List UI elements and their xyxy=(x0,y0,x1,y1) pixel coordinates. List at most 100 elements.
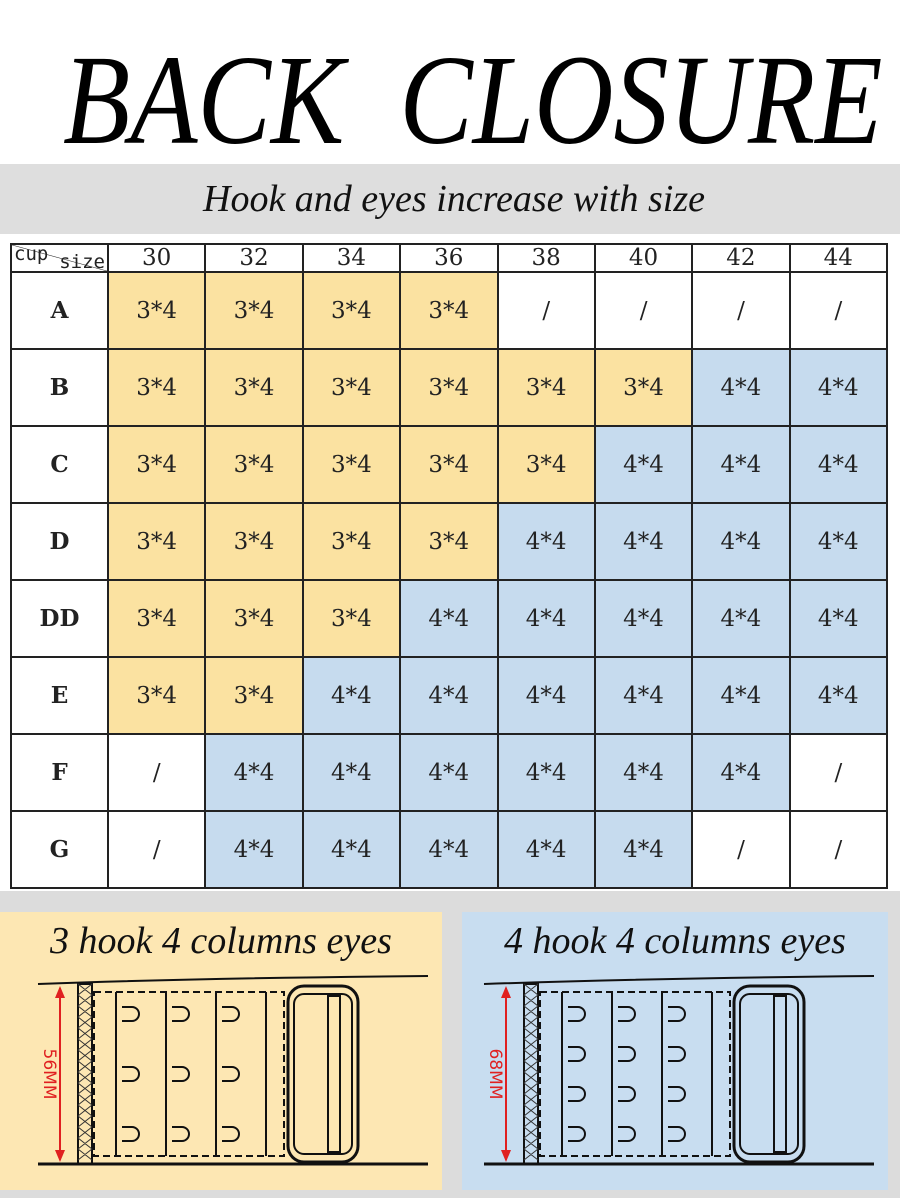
measurement-label: 56MM xyxy=(39,1049,59,1100)
table-cell: 4*4 xyxy=(496,733,596,812)
corner-cell: size cup xyxy=(10,243,109,273)
table-cell: 3*4 xyxy=(399,502,499,581)
table-cell: 4*4 xyxy=(593,733,694,812)
table-cell: 4*4 xyxy=(593,579,694,658)
table-cell: 3*4 xyxy=(593,348,694,427)
table-row: B 3*4 3*4 3*4 3*4 3*4 3*4 4*4 4*4 xyxy=(10,348,889,427)
table-cell: 4*4 xyxy=(788,579,889,658)
table-cell: 3*4 xyxy=(204,348,304,427)
table-cell: 3*4 xyxy=(301,425,402,504)
hook-eye-diagram: 68MM xyxy=(483,975,875,1166)
table-cell: 4*4 xyxy=(593,656,694,735)
table-cell: 4*4 xyxy=(399,810,499,889)
table-cell: 3*4 xyxy=(301,271,402,350)
page-title: BACK CLOSURE xyxy=(63,29,883,171)
table-cell: 3*4 xyxy=(399,348,499,427)
size-header: 42 xyxy=(691,243,791,273)
table-cell: 4*4 xyxy=(691,733,791,812)
panel-title: 4 hook 4 columns eyes xyxy=(504,920,846,962)
table-row: C 3*4 3*4 3*4 3*4 3*4 4*4 4*4 4*4 xyxy=(10,425,889,504)
table-cell: 4*4 xyxy=(496,810,596,889)
size-header: 40 xyxy=(593,243,694,273)
table-cell: 4*4 xyxy=(788,348,889,427)
table-cell: 4*4 xyxy=(301,733,402,812)
cup-header: A xyxy=(10,271,109,350)
table-cell: / xyxy=(496,271,596,350)
table-cell: 4*4 xyxy=(399,656,499,735)
size-header: 44 xyxy=(788,243,889,273)
size-chart-table: size cup 30 32 34 36 38 40 42 44 A 3*4 3*4 3*4 3*4/… xyxy=(10,243,889,889)
table-cell: 4*4 xyxy=(593,425,694,504)
size-header: 36 xyxy=(399,243,499,273)
table-cell: 3*4 xyxy=(301,579,402,658)
table-cell: 3*4 xyxy=(496,425,596,504)
table-cell: 4*4 xyxy=(496,502,596,581)
table-cell: / xyxy=(593,271,694,350)
size-header: 38 xyxy=(496,243,596,273)
table-row: D 3*4 3*4 3*4 3*4 4*4 4*4 4*4 4*4 xyxy=(10,502,889,581)
table-cell: 3*4 xyxy=(301,348,402,427)
table-cell: 3*4 xyxy=(106,271,207,350)
cup-label: cup xyxy=(14,243,49,265)
table-cell: / xyxy=(691,271,791,350)
table-cell: 3*4 xyxy=(399,271,499,350)
cup-header: C xyxy=(10,425,109,504)
table-row: E 3*4 3*4 4*4 4*4 4*4 4*4 4*4 4*4 xyxy=(10,656,889,735)
panel-title: 3 hook 4 columns eyes xyxy=(50,920,392,962)
size-header: 34 xyxy=(301,243,402,273)
table-cell: 4*4 xyxy=(788,656,889,735)
table-cell: 3*4 xyxy=(106,502,207,581)
table-cell: 3*4 xyxy=(204,271,304,350)
table-row: F/4*4 4*4 4*4 4*4 4*4 4*4/ xyxy=(10,733,889,812)
table-cell: 4*4 xyxy=(399,579,499,658)
table-cell: 4*4 xyxy=(788,425,889,504)
cup-header: E xyxy=(10,656,109,735)
table-cell: 4*4 xyxy=(301,810,402,889)
table-cell: 4*4 xyxy=(204,733,304,812)
three-hook-panel: 3 hook 4 columns eyes 56MM xyxy=(0,912,442,1190)
table-cell: 4*4 xyxy=(593,810,694,889)
table-cell: 3*4 xyxy=(204,656,304,735)
table-cell: 4*4 xyxy=(593,502,694,581)
table-cell: 3*4 xyxy=(301,502,402,581)
table-cell: 3*4 xyxy=(496,348,596,427)
table-cell: 4*4 xyxy=(496,579,596,658)
header-row: size cup 30 32 34 36 38 40 42 44 xyxy=(10,243,889,273)
size-header: 32 xyxy=(204,243,304,273)
table-cell: / xyxy=(788,810,889,889)
table-cell: 4*4 xyxy=(691,425,791,504)
table-cell: / xyxy=(788,271,889,350)
cup-header: G xyxy=(10,810,109,889)
table-cell: 3*4 xyxy=(106,425,207,504)
cup-header: B xyxy=(10,348,109,427)
cup-header: D xyxy=(10,502,109,581)
hook-eye-diagram: 56MM xyxy=(37,975,429,1166)
table-cell: 4*4 xyxy=(301,656,402,735)
table-cell: 3*4 xyxy=(399,425,499,504)
table-cell: 3*4 xyxy=(204,425,304,504)
subtitle-band xyxy=(0,164,900,234)
table-cell: 4*4 xyxy=(399,733,499,812)
table-cell: 4*4 xyxy=(496,656,596,735)
table-cell: 4*4 xyxy=(788,502,889,581)
measurement-label: 68MM xyxy=(485,1049,505,1100)
table-cell: 3*4 xyxy=(106,656,207,735)
table-cell: 3*4 xyxy=(106,348,207,427)
table-cell: 4*4 xyxy=(204,810,304,889)
four-hook-panel: 4 hook 4 columns eyes 68MM xyxy=(462,912,888,1190)
table-row: A 3*4 3*4 3*4 3*4// / / xyxy=(10,271,889,350)
table-cell: 3*4 xyxy=(204,579,304,658)
size-label: size xyxy=(59,251,105,273)
table-cell: 4*4 xyxy=(691,656,791,735)
table-cell: / xyxy=(106,810,207,889)
table-row: DD 3*4 3*4 3*4 4*4 4*4 4*4 4*4 4*4 xyxy=(10,579,889,658)
table-cell: 4*4 xyxy=(691,579,791,658)
table-cell: 4*4 xyxy=(691,502,791,581)
table-cell: / xyxy=(691,810,791,889)
table-cell: 3*4 xyxy=(204,502,304,581)
table-cell: 4*4 xyxy=(691,348,791,427)
table-cell: / xyxy=(106,733,207,812)
table-row: G/4*4 4*4 4*4 4*4 4*4// xyxy=(10,810,889,889)
cup-header: F xyxy=(10,733,109,812)
table-cell: 3*4 xyxy=(106,579,207,658)
